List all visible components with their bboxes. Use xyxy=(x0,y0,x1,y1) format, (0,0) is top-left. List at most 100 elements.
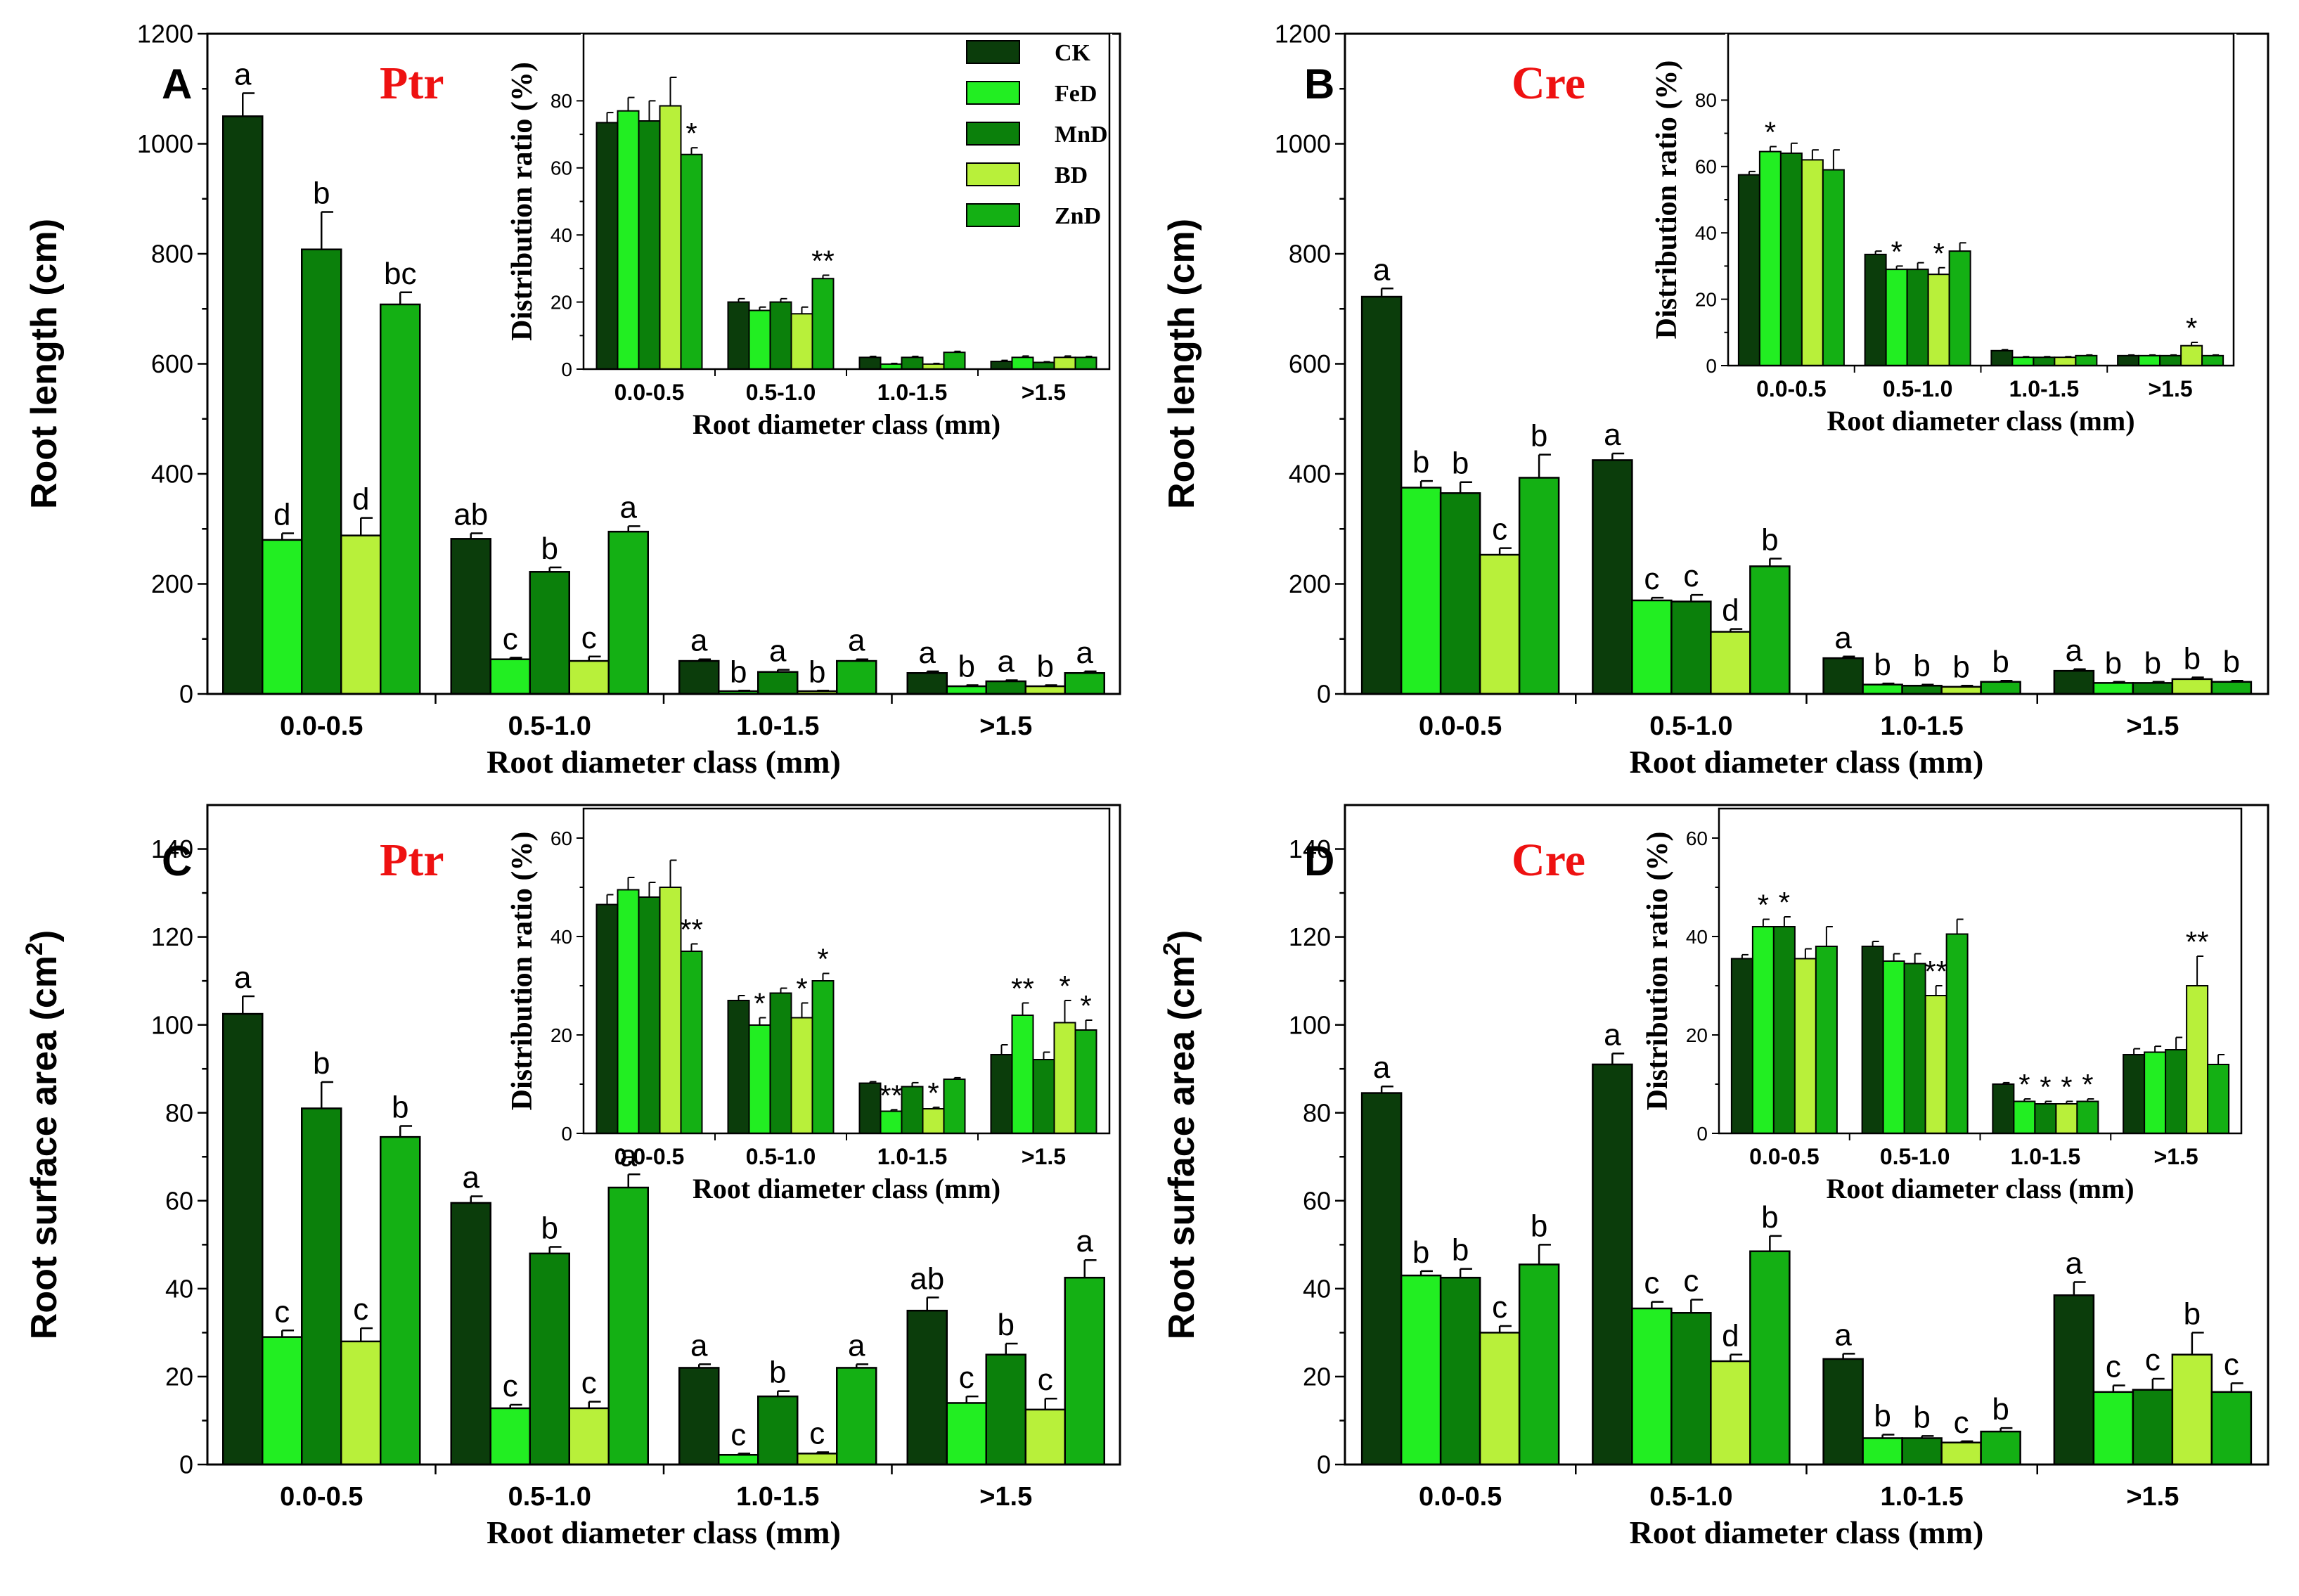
y-tick-label: 400 xyxy=(151,460,193,489)
x-axis-title: Root diameter class (mm) xyxy=(487,1514,841,1550)
x-axis-title: Root diameter class (mm) xyxy=(487,744,841,780)
significance-label: c xyxy=(1644,1266,1659,1301)
bar-FeD-0 xyxy=(1751,926,1775,1134)
category-label: 0.0-0.5 xyxy=(280,1482,363,1512)
significance-label: a xyxy=(919,636,936,670)
significance-label: b xyxy=(1531,419,1547,453)
bar-MnD-2 xyxy=(1901,685,1943,695)
bar-FeD-3 xyxy=(1011,356,1034,370)
bar-ZnD-0 xyxy=(1518,1263,1560,1466)
significance-label: a xyxy=(1373,1050,1391,1085)
y-tick-label: 20 xyxy=(1303,1363,1331,1391)
bar-ZnD-0 xyxy=(680,951,703,1134)
legend-swatch-FeD xyxy=(966,81,1020,105)
y-tick-label: 0 xyxy=(1317,1450,1331,1479)
bar-FeD-0 xyxy=(262,539,303,695)
panel-C: acbcb0.0-0.5acbca0.5-1.0acbca1.0-1.5abcb… xyxy=(21,804,1121,1550)
y-axis-title: Root surface area (cm2) xyxy=(1159,930,1202,1339)
category-label: >1.5 xyxy=(2154,1144,2198,1169)
bar-MnD-0 xyxy=(1439,492,1481,695)
y-tick-label: 200 xyxy=(151,569,193,598)
bar-BD-0 xyxy=(659,887,682,1134)
category-label: 0.0-0.5 xyxy=(1419,1482,1502,1512)
bar-ZnD-0 xyxy=(380,303,421,695)
significance-label: a xyxy=(1373,252,1391,287)
bar-MnD-3 xyxy=(2159,354,2182,366)
significance-label: a xyxy=(1076,636,1094,670)
significance-label: c xyxy=(1038,1363,1053,1397)
legend-label-BD: BD xyxy=(1055,162,1088,188)
significance-label: * xyxy=(1933,237,1944,270)
significance-label: c xyxy=(2106,1349,2121,1384)
category-label: >1.5 xyxy=(2126,1482,2179,1512)
significance-label: a xyxy=(1604,1017,1621,1052)
bar-FeD-1 xyxy=(1885,269,1908,366)
y-tick-label: 60 xyxy=(165,1186,193,1215)
bar-BD-1 xyxy=(790,1017,813,1134)
inset-y-axis-title: Distribution ratio (%) xyxy=(1651,60,1683,340)
significance-label: ** xyxy=(680,913,703,946)
y-tick-label: 20 xyxy=(1695,288,1717,310)
bar-CK-0 xyxy=(1360,1092,1403,1466)
significance-label: b xyxy=(2105,646,2122,681)
bar-ZnD-0 xyxy=(680,153,703,370)
significance-label: c xyxy=(503,1369,518,1403)
bar-ZnD-1 xyxy=(811,980,835,1134)
bar-BD-1 xyxy=(1924,995,1947,1134)
significance-label: b xyxy=(1452,1233,1469,1268)
bar-CK-2 xyxy=(1992,1083,2015,1134)
y-tick-label: 120 xyxy=(1289,922,1331,951)
bar-CK-2 xyxy=(858,1082,882,1134)
bar-ZnD-2 xyxy=(2076,1100,2099,1134)
significance-label: * xyxy=(2061,1071,2072,1104)
plot-frame xyxy=(206,804,1121,1466)
bar-FeD-3 xyxy=(946,1402,987,1466)
significance-label: a xyxy=(690,624,708,658)
significance-label: a xyxy=(1834,621,1852,655)
bar-CK-3 xyxy=(906,1309,948,1466)
significance-label: d xyxy=(1722,593,1739,628)
bar-CK-0 xyxy=(595,122,619,370)
bar-MnD-1 xyxy=(769,301,792,371)
bar-ZnD-0 xyxy=(1518,477,1560,695)
bar-CK-3 xyxy=(2117,354,2140,366)
significance-label: a xyxy=(690,1328,708,1363)
bar-ZnD-1 xyxy=(1948,250,1971,366)
significance-label: * xyxy=(1080,989,1091,1022)
significance-label: a xyxy=(234,960,252,995)
bar-BD-0 xyxy=(1479,553,1521,695)
significance-label: ** xyxy=(880,1079,903,1112)
y-tick-label: 800 xyxy=(151,240,193,269)
bar-ZnD-2 xyxy=(836,659,877,695)
bar-ZnD-1 xyxy=(1749,565,1791,695)
category-label: 0.5-1.0 xyxy=(746,380,816,405)
significance-label: * xyxy=(1758,889,1769,922)
y-axis-title-text: Root length (cm) xyxy=(1161,219,1202,509)
legend-swatch-BD xyxy=(966,162,1020,186)
bar-BD-3 xyxy=(2171,678,2213,695)
y-tick-label: 60 xyxy=(1686,828,1708,849)
significance-label: d xyxy=(1722,1319,1739,1353)
bar-MnD-2 xyxy=(757,1395,799,1466)
bar-FeD-0 xyxy=(1400,1274,1442,1466)
significance-label: ** xyxy=(1011,972,1034,1005)
bar-BD-2 xyxy=(797,1453,838,1466)
inset-B: * 0.0-0.5 * * 0.5-1.0 1.0-1.5 * >1.5 0 20 40 60 80 Ro… xyxy=(1651,32,2236,437)
y-tick-label: 400 xyxy=(1289,460,1331,489)
bar-BD-3 xyxy=(2186,985,2209,1134)
y-tick-label: 60 xyxy=(1303,1186,1331,1215)
significance-label: b xyxy=(1412,445,1429,480)
bar-BD-2 xyxy=(1940,1441,1982,1466)
y-tick-label: 600 xyxy=(151,349,193,378)
bar-ZnD-3 xyxy=(2210,681,2253,695)
category-label: >1.5 xyxy=(2126,712,2179,741)
bar-CK-2 xyxy=(1990,349,2014,367)
bar-ZnD-2 xyxy=(836,1367,877,1466)
panel-species: Cre xyxy=(1512,58,1585,109)
significance-label: c xyxy=(1954,1405,1969,1440)
significance-label: a xyxy=(620,490,638,525)
bar-CK-1 xyxy=(450,1202,491,1466)
y-tick-label: 40 xyxy=(1686,926,1708,948)
y-axis-title-sup: 2 xyxy=(1159,942,1185,955)
